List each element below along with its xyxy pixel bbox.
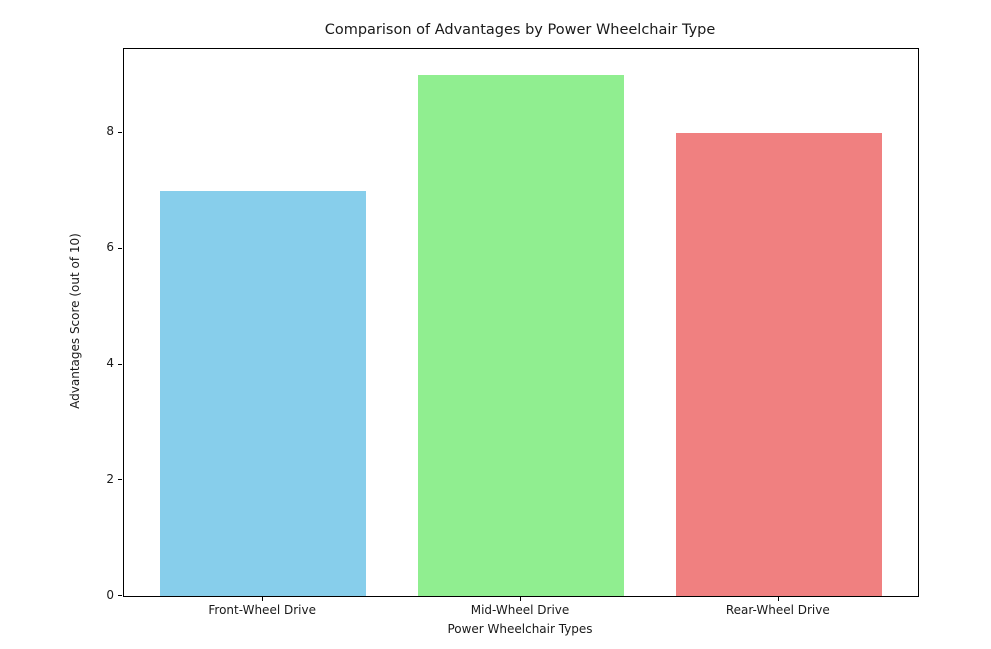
x-tick-label: Front-Wheel Drive [208, 603, 316, 617]
x-axis-label: Power Wheelchair Types [447, 622, 593, 636]
bar-front-wheel-drive [160, 190, 367, 596]
y-axis-label: Advantages Score (out of 10) [68, 233, 82, 409]
bar-rear-wheel-drive [675, 132, 882, 596]
y-tick-label: 0 [106, 587, 114, 602]
x-tick-label: Mid-Wheel Drive [470, 603, 570, 617]
y-tick-label: 6 [106, 240, 114, 255]
bar-mid-wheel-drive [417, 75, 625, 596]
y-tick-label: 4 [106, 356, 114, 370]
y-tick-label: 8 [106, 124, 114, 139]
y-tick-mark [118, 247, 122, 249]
y-tick-mark [118, 595, 122, 596]
y-tick-mark [118, 479, 122, 481]
y-tick-label: 2 [106, 471, 114, 486]
y-tick-mark [118, 363, 122, 365]
y-tick-mark [118, 131, 122, 133]
x-tick-label: Rear-Wheel Drive [725, 603, 830, 617]
x-tick-mark [777, 597, 779, 601]
x-tick-mark [520, 597, 521, 601]
chart-title: Comparison of Advantages by Power Wheelc… [324, 22, 716, 38]
plot-area [123, 48, 919, 597]
x-tick-mark [262, 597, 264, 601]
